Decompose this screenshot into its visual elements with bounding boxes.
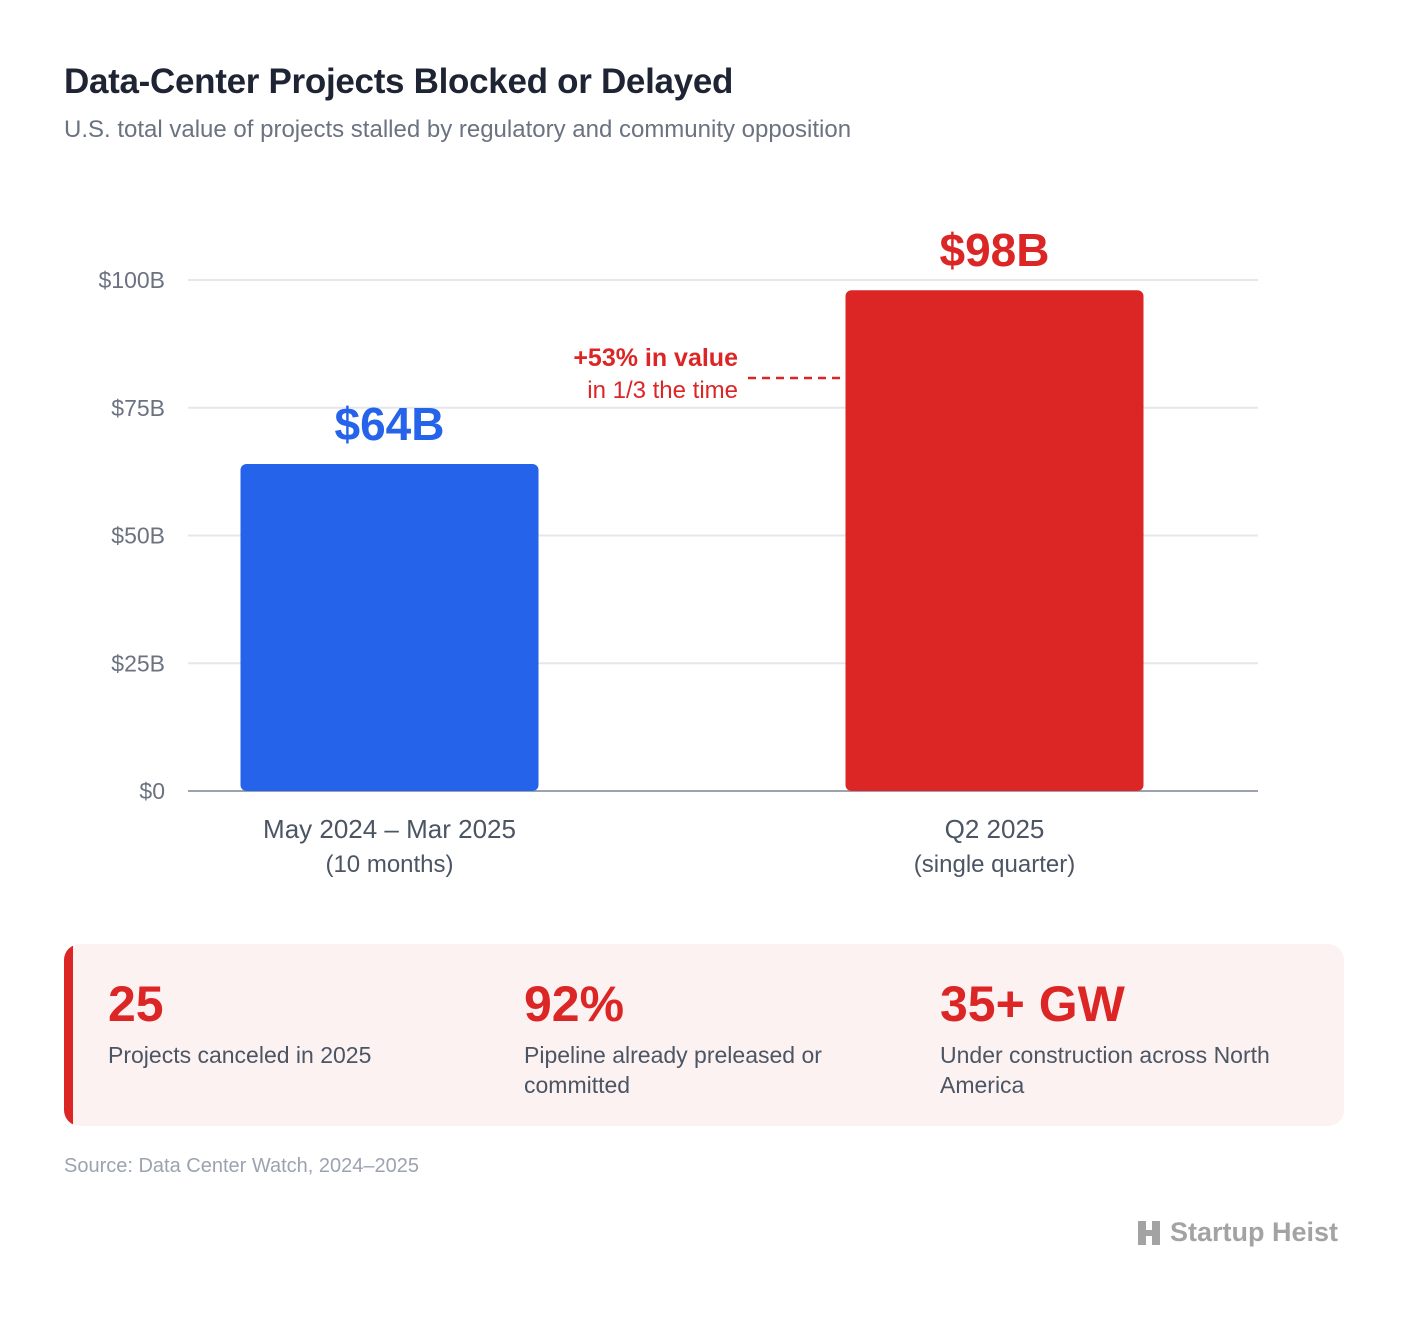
- stats-accent-bar: [64, 944, 73, 1126]
- bar: [240, 463, 539, 791]
- stat-label: Under construction across North America: [940, 1042, 1270, 1098]
- bar-value-label: $98B: [940, 224, 1050, 276]
- x-tick-sublabel: (10 months): [325, 851, 453, 878]
- y-tick-label: $25B: [111, 650, 165, 676]
- chart-title: Data-Center Projects Blocked or Delayed: [64, 62, 734, 101]
- x-tick-label: Q2 2025: [945, 814, 1045, 844]
- stat-label: Pipeline already preleased or committed: [524, 1042, 822, 1098]
- stats-panel: 25 Projects canceled in 2025 92% Pipelin…: [64, 944, 1344, 1126]
- y-tick-label: $75B: [111, 395, 165, 421]
- bar-chart: $0 $25B $50B $75B $100B $64B May 2024 – Mar 20…: [98, 224, 1258, 878]
- bar-value-label: $64B: [335, 398, 445, 450]
- x-tick-sublabel: (single quarter): [914, 851, 1075, 878]
- stat-label: Projects canceled in 2025: [108, 1042, 372, 1068]
- stat-value: 25: [108, 976, 164, 1032]
- building-h-icon: [1137, 1220, 1160, 1245]
- y-tick-label: $100B: [98, 267, 165, 293]
- source-note: Source: Data Center Watch, 2024–2025: [64, 1155, 420, 1177]
- bar: [845, 290, 1144, 791]
- stat-preleased: 92% Pipeline already preleased or commit…: [524, 976, 884, 1100]
- stat-canceled: 25 Projects canceled in 2025: [108, 976, 488, 1070]
- stat-under-construction: 35+ GW Under construction across North A…: [940, 976, 1270, 1100]
- y-tick-label: $0: [139, 778, 165, 804]
- stat-value: 35+ GW: [940, 976, 1125, 1032]
- chart-subtitle: U.S. total value of projects stalled by …: [64, 116, 852, 143]
- annotation-subline: in 1/3 the time: [587, 377, 738, 404]
- annotation-headline: +53% in value: [573, 344, 738, 372]
- brand-logo: Startup Heist: [1136, 1217, 1338, 1248]
- stat-value: 92%: [524, 976, 625, 1032]
- x-tick-label: May 2024 – Mar 2025: [263, 814, 516, 844]
- y-tick-label: $50B: [111, 523, 165, 549]
- brand-name: Startup Heist: [1169, 1217, 1338, 1247]
